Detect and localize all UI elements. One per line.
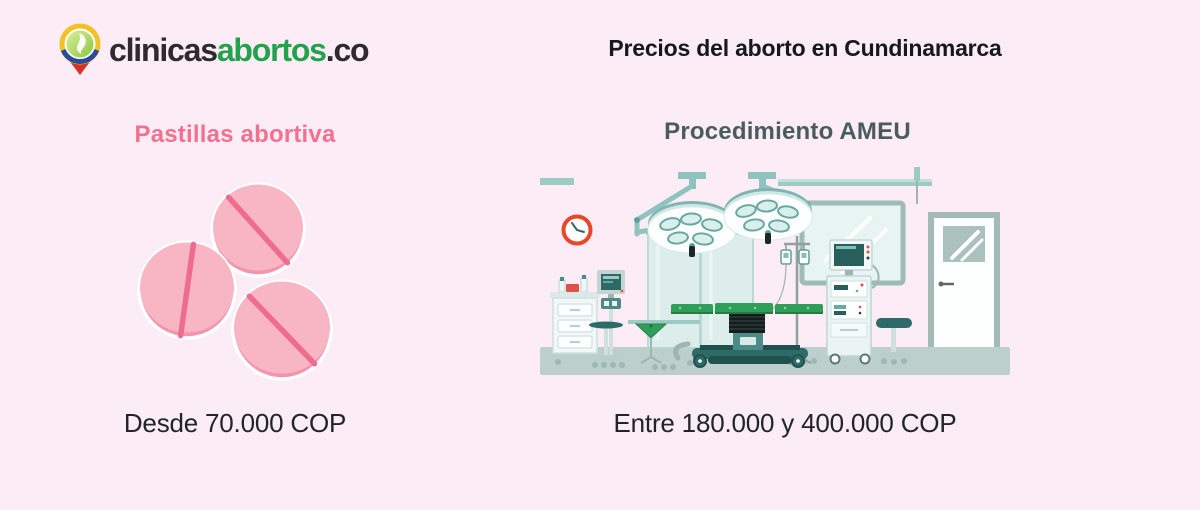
- basin-stand: [628, 320, 700, 364]
- pills-price-text: Desde 70.000 COP: [123, 408, 347, 438]
- ameu-price-text: Entre 180.000 y 400.000 COP: [613, 408, 957, 438]
- lamp-arm-joint: [634, 217, 640, 223]
- operating-table: [671, 303, 823, 368]
- machine-monitor-screen: [834, 244, 864, 266]
- door-handle: [938, 281, 954, 287]
- surgical-lamp: [723, 188, 813, 244]
- ameu-section-heading: Procedimiento AMEU: [664, 118, 911, 145]
- monitor-stand: [597, 270, 625, 360]
- tray-table: [589, 321, 623, 359]
- wall-clock: [561, 214, 593, 246]
- abortion-pills-illustration: [137, 182, 333, 381]
- anesthesia-machine: [826, 239, 880, 365]
- lamp-handle: [689, 246, 695, 257]
- site-logo: clinicasabortos.co: [56, 22, 370, 78]
- logo-text-accent: abortos: [216, 32, 327, 68]
- logo-text-primary: clinicas: [109, 32, 218, 68]
- stool: [876, 318, 912, 356]
- operating-room-illustration: [540, 167, 1010, 375]
- pill-bottom: [231, 279, 333, 381]
- pill-top: [210, 182, 306, 278]
- supply-cabinet: [550, 275, 600, 354]
- table-top: [671, 303, 823, 314]
- logo-text-suffix: .co: [325, 32, 370, 68]
- colombia-location-pin-icon: [59, 23, 101, 75]
- logo-wordmark: clinicasabortos.co: [109, 32, 370, 68]
- pill-left: [137, 240, 237, 340]
- page-title: Precios del aborto en Cundinamarca: [608, 35, 1002, 61]
- table-accordion: [729, 313, 765, 333]
- door: [928, 212, 1000, 352]
- lamp-handle: [765, 233, 771, 244]
- pills-section-heading: Pastillas abortiva: [134, 121, 336, 148]
